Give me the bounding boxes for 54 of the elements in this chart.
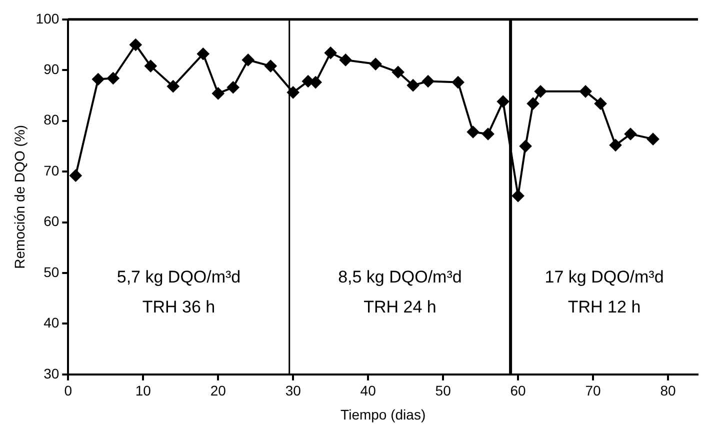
point <box>227 81 240 94</box>
point <box>212 87 224 100</box>
x-tick-label: 80 <box>660 382 676 399</box>
point <box>310 76 322 88</box>
point <box>594 98 607 110</box>
point <box>407 79 420 92</box>
x-tick-label: 10 <box>135 382 152 399</box>
point <box>324 46 337 59</box>
point <box>70 170 82 182</box>
point <box>512 190 524 202</box>
point <box>264 60 277 72</box>
point <box>527 98 540 110</box>
point <box>520 140 532 152</box>
y-tick-label: 30 <box>44 365 60 382</box>
x-tick-label: 40 <box>360 382 376 399</box>
point <box>287 86 300 98</box>
x-tick-label: 50 <box>435 382 452 399</box>
point <box>422 75 434 88</box>
x-tick-label: 70 <box>585 382 602 399</box>
point <box>580 85 592 98</box>
point <box>624 128 637 140</box>
annotation: 8,5 kg DQO/m³d TRH 24 h <box>338 267 462 316</box>
y-tick-label: 60 <box>44 213 60 230</box>
x-tick-label: 60 <box>510 382 526 399</box>
point <box>482 128 494 140</box>
point <box>340 54 352 66</box>
point <box>92 73 104 86</box>
annotation: 5,7 kg DQO/m³d TRH 36 h <box>116 267 241 316</box>
y-axis-title: Remoción de DQO (%) <box>11 124 28 269</box>
point <box>647 133 660 146</box>
annotation: 17 kg DQO/m³d TRH 12 h <box>544 267 664 316</box>
x-tick-label: 0 <box>64 382 72 399</box>
point <box>197 48 210 60</box>
point <box>130 38 142 51</box>
y-tick-label: 50 <box>44 264 60 280</box>
point <box>392 66 404 78</box>
y-tick-label: 40 <box>44 314 60 331</box>
x-axis-title: Tiempo (dias) <box>340 406 426 422</box>
point <box>370 58 382 70</box>
x-tick-label: 30 <box>285 382 302 399</box>
point <box>534 85 547 98</box>
point <box>107 72 120 84</box>
point <box>144 60 157 72</box>
y-tick-label: 90 <box>44 60 60 77</box>
x-tick-label: 20 <box>210 382 226 399</box>
y-tick-label: 100 <box>36 10 60 26</box>
point <box>242 54 254 66</box>
point <box>452 76 464 88</box>
y-tick-label: 80 <box>44 112 60 128</box>
point <box>610 139 622 152</box>
point <box>167 80 180 92</box>
point <box>497 96 510 108</box>
point <box>467 126 480 138</box>
y-tick-label: 70 <box>44 162 60 178</box>
